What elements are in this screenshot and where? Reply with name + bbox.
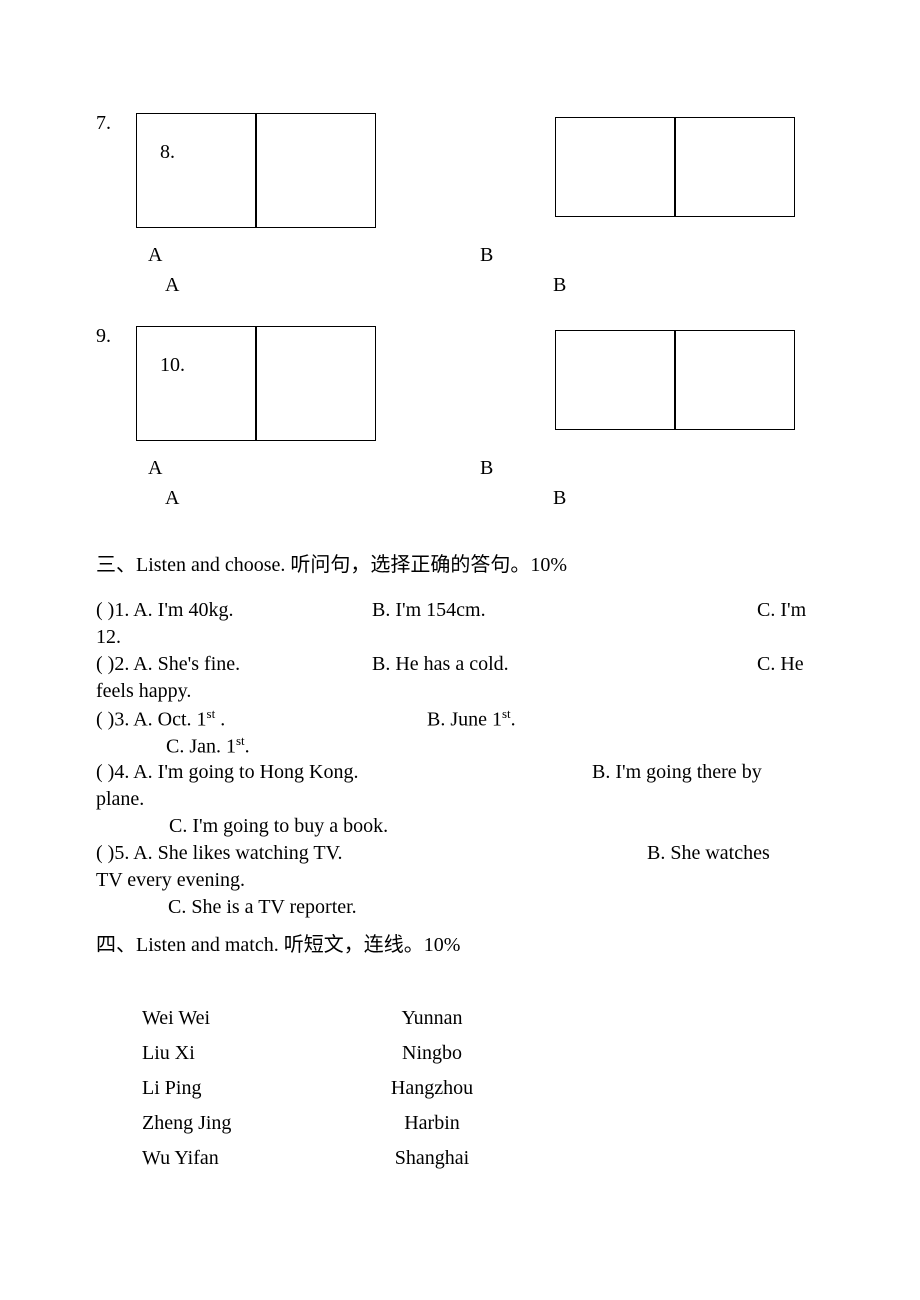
label-8-B2: B bbox=[553, 273, 566, 297]
box-9-right-outer bbox=[555, 330, 675, 430]
item-9-number: 9. bbox=[96, 324, 111, 348]
q5-b: B. She watches bbox=[647, 841, 770, 865]
match-row-0: Wei Wei Yunnan bbox=[142, 1007, 492, 1030]
q1-b: B. I'm 154cm. bbox=[372, 598, 486, 622]
match-name-2: Li Ping bbox=[142, 1077, 372, 1100]
match-name-4: Wu Yifan bbox=[142, 1147, 372, 1170]
match-table: Wei Wei Yunnan Liu Xi Ningbo Li Ping Han… bbox=[142, 1007, 492, 1182]
match-row-3: Zheng Jing Harbin bbox=[142, 1112, 492, 1135]
label-7-A1: A bbox=[148, 243, 162, 267]
label-10-B2: B bbox=[553, 486, 566, 510]
box-9-left-outer bbox=[136, 326, 256, 441]
match-row-2: Li Ping Hangzhou bbox=[142, 1077, 492, 1100]
box-7-right-inner bbox=[675, 117, 795, 217]
label-8-A2: A bbox=[165, 273, 179, 297]
section-4-title: 四、Listen and match. 听短文，连线。10% bbox=[96, 930, 460, 960]
q4-b2: plane. bbox=[96, 787, 144, 811]
match-row-4: Wu Yifan Shanghai bbox=[142, 1147, 492, 1170]
match-place-4: Shanghai bbox=[372, 1147, 492, 1170]
match-place-2: Hangzhou bbox=[372, 1077, 492, 1100]
match-place-0: Yunnan bbox=[372, 1007, 492, 1030]
q5-c: C. She is a TV reporter. bbox=[168, 895, 357, 919]
q2-c2: feels happy. bbox=[96, 679, 191, 703]
item-10-number: 10. bbox=[160, 353, 185, 377]
match-place-1: Ningbo bbox=[372, 1042, 492, 1065]
label-9-A1: A bbox=[148, 456, 162, 480]
q2-c: C. He bbox=[757, 652, 804, 676]
q5-a: ( )5. A. She likes watching TV. bbox=[96, 841, 342, 865]
q1-c: C. I'm bbox=[757, 598, 806, 622]
match-place-3: Harbin bbox=[372, 1112, 492, 1135]
q4-b: B. I'm going there by bbox=[592, 760, 762, 784]
q1-c2: 12. bbox=[96, 625, 121, 649]
label-9-B1: B bbox=[480, 456, 493, 480]
box-9-left-inner bbox=[256, 326, 376, 441]
q3-c: C. Jan. 1st. bbox=[166, 733, 250, 759]
box-9-right-inner bbox=[675, 330, 795, 430]
q4-a: ( )4. A. I'm going to Hong Kong. bbox=[96, 760, 358, 784]
q3-b: B. June 1st. bbox=[427, 706, 516, 732]
match-name-3: Zheng Jing bbox=[142, 1112, 372, 1135]
match-row-1: Liu Xi Ningbo bbox=[142, 1042, 492, 1065]
q1-a: ( )1. A. I'm 40kg. bbox=[96, 598, 233, 622]
q3-a: ( )3. A. Oct. 1st . bbox=[96, 706, 225, 732]
match-name-0: Wei Wei bbox=[142, 1007, 372, 1030]
q2-a: ( )2. A. She's fine. bbox=[96, 652, 240, 676]
box-7-left-outer bbox=[136, 113, 256, 228]
q4-c: C. I'm going to buy a book. bbox=[169, 814, 388, 838]
label-7-B1: B bbox=[480, 243, 493, 267]
q5-b2: TV every evening. bbox=[96, 868, 245, 892]
label-10-A2: A bbox=[165, 486, 179, 510]
box-7-right-outer bbox=[555, 117, 675, 217]
section-3-title: 三、Listen and choose. 听问句，选择正确的答句。10% bbox=[96, 550, 567, 580]
q2-b: B. He has a cold. bbox=[372, 652, 509, 676]
match-name-1: Liu Xi bbox=[142, 1042, 372, 1065]
item-8-number: 8. bbox=[160, 140, 175, 164]
box-7-left-inner bbox=[256, 113, 376, 228]
item-7-number: 7. bbox=[96, 111, 111, 135]
